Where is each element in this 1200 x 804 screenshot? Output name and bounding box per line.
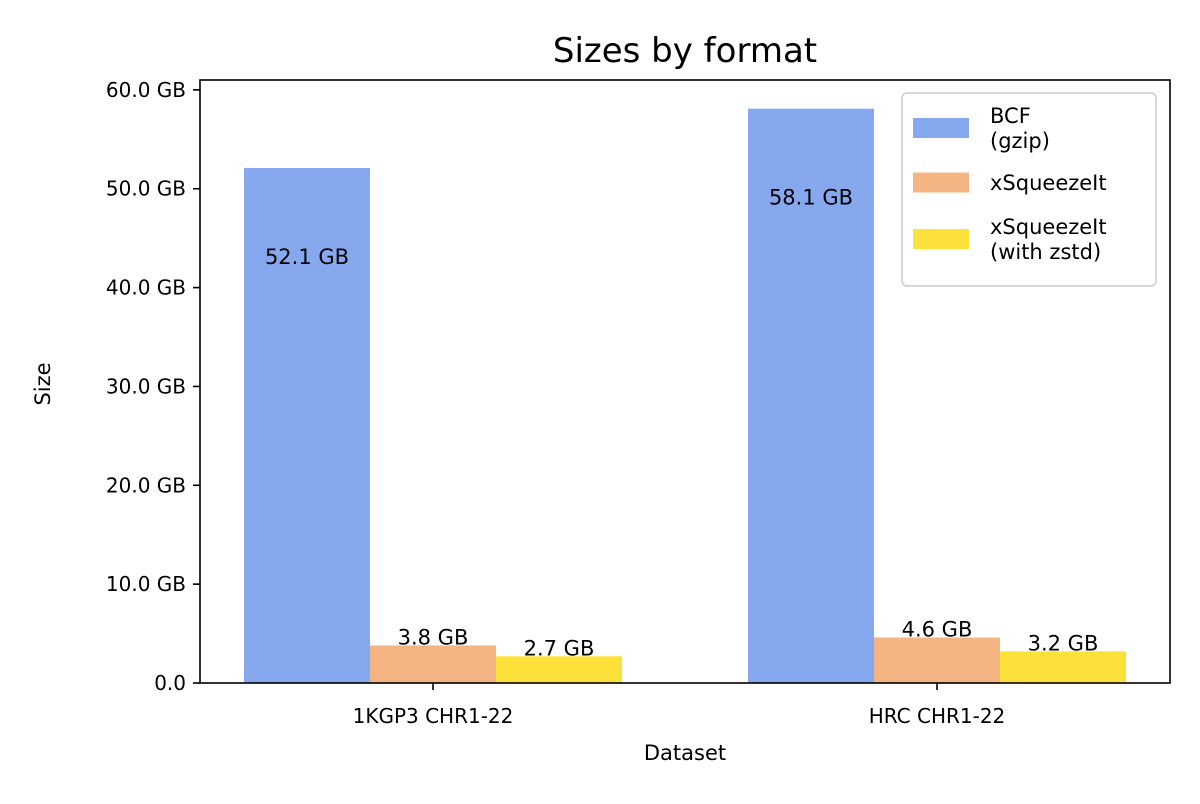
bar-2-1	[370, 645, 496, 683]
legend-label: xSqueezeIt (with zstd)	[990, 215, 1107, 264]
legend-swatch	[913, 118, 969, 138]
y-axis-label: Size	[31, 362, 55, 405]
data-label: 3.8 GB	[398, 625, 469, 649]
y-tick-label: 0.0	[154, 671, 186, 695]
plot-frame	[199, 79, 1171, 684]
bar-1-2	[748, 108, 874, 683]
y-tick-label: 30.0 GB	[106, 374, 186, 398]
bar-3-1	[496, 656, 622, 683]
data-label: 52.1 GB	[265, 245, 349, 269]
chart-title: Sizes by format	[553, 31, 817, 71]
axes-layer: 0.0 10.0 GB 20.0 GB 30.0 GB 40.0 GB 50.0 GB 60…	[106, 78, 1171, 728]
legend-label: xSqueezeIt	[990, 171, 1107, 195]
x-tick-label: HRC CHR1-22	[869, 704, 1006, 728]
y-tick-label: 10.0 GB	[106, 572, 186, 596]
bar-2-2	[874, 637, 1000, 683]
data-label: 4.6 GB	[902, 618, 973, 642]
x-tick-label: 1KGP3 CHR1-22	[353, 704, 514, 728]
bar-1-1	[244, 167, 370, 683]
bars-layer	[244, 108, 1126, 683]
legend-label: BCF (gzip)	[990, 104, 1050, 153]
bar-3-2	[1000, 651, 1126, 683]
legend-swatch	[913, 229, 969, 249]
y-tick-label: 60.0 GB	[106, 78, 186, 102]
data-label: 2.7 GB	[524, 636, 595, 660]
x-axis-label: Dataset	[644, 741, 726, 765]
y-tick-label: 40.0 GB	[106, 276, 186, 300]
data-labels-layer: 52.1 GB 58.1 GB 3.8 GB 4.6 GB 2.7 GB 3.2 GB	[265, 186, 1098, 661]
legend: BCF (gzip) xSqueezeIt xSqueezeIt (with zstd)	[901, 92, 1157, 287]
legend-swatch	[913, 172, 969, 193]
data-label: 3.2 GB	[1028, 631, 1099, 655]
y-tick-label: 20.0 GB	[106, 473, 186, 497]
data-label: 58.1 GB	[769, 186, 853, 210]
y-tick-label: 50.0 GB	[106, 177, 186, 201]
